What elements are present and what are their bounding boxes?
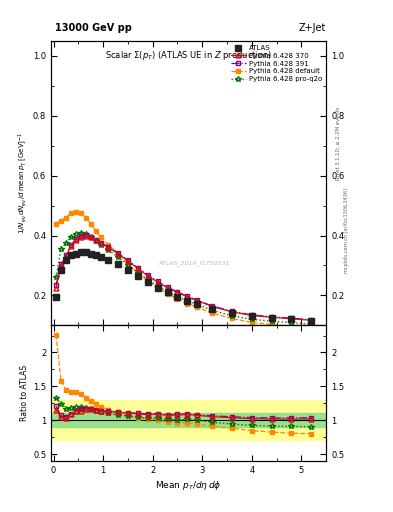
Text: Z+Jet: Z+Jet xyxy=(299,23,326,33)
Bar xyxy=(51,413,326,427)
Text: 13000 GeV pp: 13000 GeV pp xyxy=(55,23,132,33)
Text: mcplots.cern.ch [arXiv:1306.3436]: mcplots.cern.ch [arXiv:1306.3436] xyxy=(344,188,349,273)
Text: ATLAS_2019_I1750531: ATLAS_2019_I1750531 xyxy=(158,260,230,266)
Bar xyxy=(51,400,326,440)
Text: Scalar $\Sigma(p_T)$ (ATLAS UE in $Z$ production): Scalar $\Sigma(p_T)$ (ATLAS UE in $Z$ pr… xyxy=(105,50,272,62)
Legend: ATLAS, Pythia 6.428 370, Pythia 6.428 391, Pythia 6.428 default, Pythia 6.428 pr: ATLAS, Pythia 6.428 370, Pythia 6.428 39… xyxy=(229,43,324,84)
Text: Rivet 3.1.10; ≥ 2.2M events: Rivet 3.1.10; ≥ 2.2M events xyxy=(336,106,341,180)
Y-axis label: $1/N_\mathrm{ev}\,dN_\mathrm{ev}/d\,\mathrm{mean}\,p_T\;[\mathrm{GeV}]^{-1}$: $1/N_\mathrm{ev}\,dN_\mathrm{ev}/d\,\mat… xyxy=(16,132,29,234)
X-axis label: Mean $p_T/d\eta\,d\phi$: Mean $p_T/d\eta\,d\phi$ xyxy=(155,479,222,492)
Y-axis label: Ratio to ATLAS: Ratio to ATLAS xyxy=(20,365,29,421)
